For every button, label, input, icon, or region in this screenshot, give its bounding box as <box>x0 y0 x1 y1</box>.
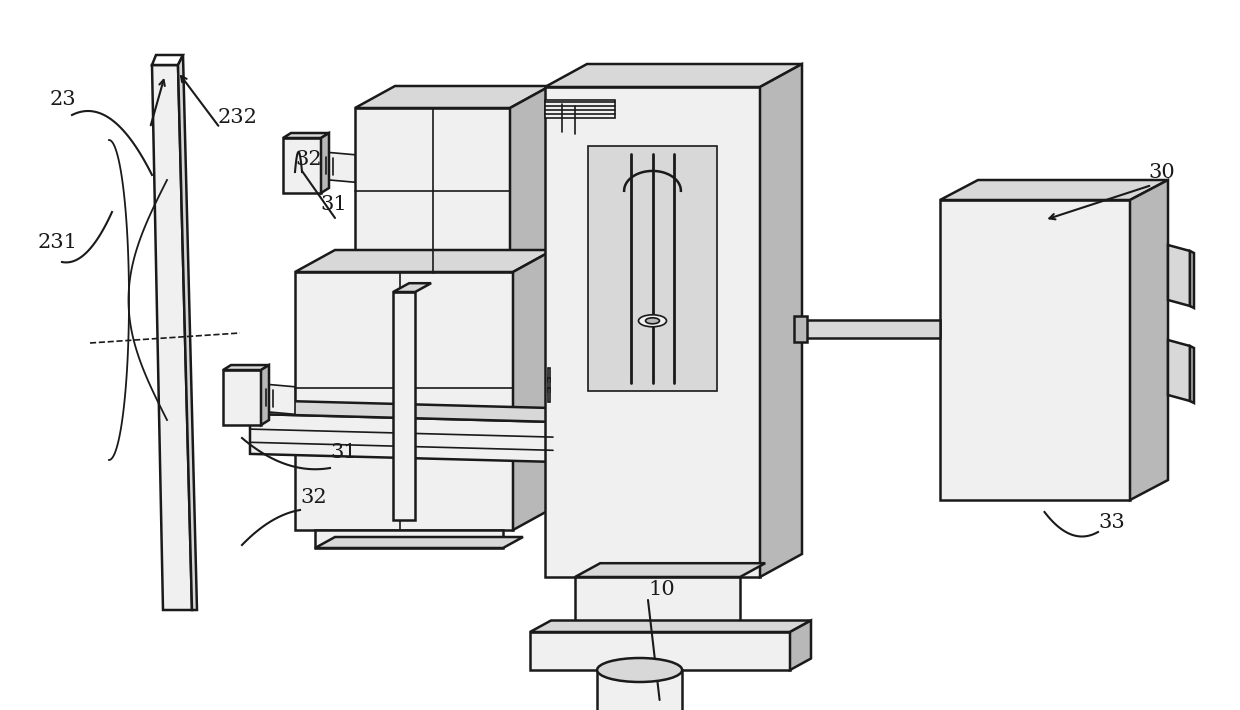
Polygon shape <box>598 670 682 710</box>
Polygon shape <box>223 365 269 370</box>
Polygon shape <box>760 64 802 577</box>
Polygon shape <box>283 138 321 193</box>
Polygon shape <box>1168 245 1190 306</box>
Text: 10: 10 <box>649 580 675 599</box>
Polygon shape <box>283 133 329 138</box>
Polygon shape <box>551 101 615 137</box>
Polygon shape <box>546 100 615 118</box>
Polygon shape <box>546 87 760 577</box>
Polygon shape <box>510 86 551 273</box>
Ellipse shape <box>639 315 667 327</box>
Polygon shape <box>513 250 553 530</box>
Polygon shape <box>315 530 503 548</box>
Polygon shape <box>608 105 615 137</box>
Polygon shape <box>260 365 269 425</box>
Polygon shape <box>153 55 184 65</box>
Text: 31: 31 <box>320 195 347 214</box>
Polygon shape <box>1190 251 1194 308</box>
Polygon shape <box>295 272 513 530</box>
Polygon shape <box>321 152 355 182</box>
Polygon shape <box>260 384 295 415</box>
Text: 31: 31 <box>330 443 357 462</box>
Polygon shape <box>315 537 523 548</box>
Ellipse shape <box>598 658 682 682</box>
Polygon shape <box>250 400 577 422</box>
Polygon shape <box>1168 340 1190 401</box>
Polygon shape <box>794 316 807 342</box>
Text: 23: 23 <box>50 90 77 109</box>
Polygon shape <box>529 632 790 670</box>
Polygon shape <box>548 388 551 402</box>
Polygon shape <box>393 292 415 520</box>
Text: 32: 32 <box>295 150 321 169</box>
Polygon shape <box>1190 346 1194 403</box>
Polygon shape <box>575 563 765 577</box>
Ellipse shape <box>646 318 660 324</box>
Polygon shape <box>250 414 553 462</box>
Text: 232: 232 <box>218 108 258 127</box>
Polygon shape <box>940 180 1168 200</box>
Polygon shape <box>393 283 432 292</box>
Text: 30: 30 <box>1148 163 1174 182</box>
Polygon shape <box>295 250 553 272</box>
Polygon shape <box>546 64 802 87</box>
Polygon shape <box>940 200 1130 500</box>
Polygon shape <box>802 320 940 338</box>
Polygon shape <box>223 370 260 425</box>
Polygon shape <box>588 146 717 391</box>
Text: 32: 32 <box>300 488 326 507</box>
Polygon shape <box>529 621 811 632</box>
Polygon shape <box>321 133 329 193</box>
Polygon shape <box>790 621 811 670</box>
Polygon shape <box>179 55 197 610</box>
Polygon shape <box>548 368 551 382</box>
Polygon shape <box>355 108 510 273</box>
Polygon shape <box>548 378 551 392</box>
Polygon shape <box>575 577 740 632</box>
Polygon shape <box>153 65 192 610</box>
Text: 231: 231 <box>38 233 78 252</box>
Text: 33: 33 <box>1097 513 1125 532</box>
Polygon shape <box>1130 180 1168 500</box>
Polygon shape <box>355 86 551 108</box>
